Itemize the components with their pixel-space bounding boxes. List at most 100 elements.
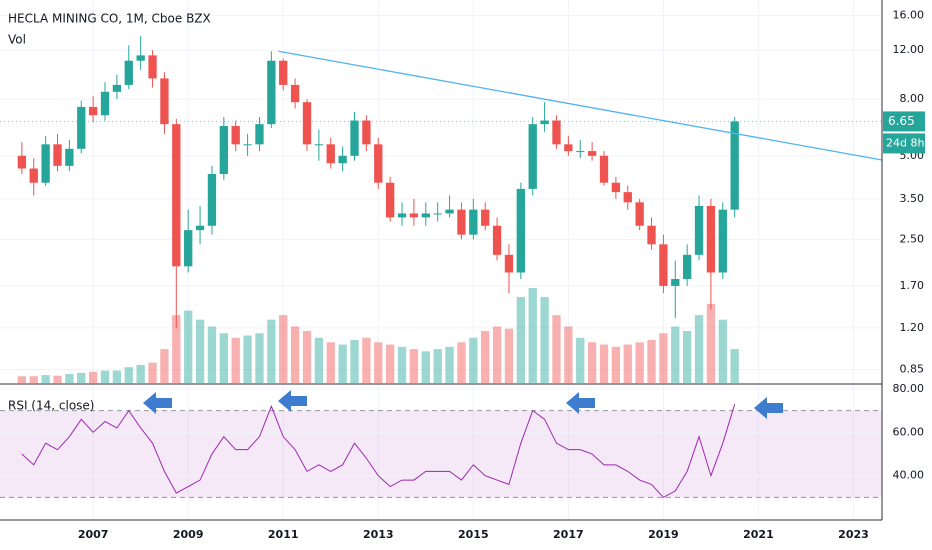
volume-bar bbox=[409, 349, 419, 383]
candle-body bbox=[552, 120, 561, 145]
candle-body bbox=[611, 182, 621, 193]
candle-body bbox=[683, 254, 692, 280]
candle-body bbox=[504, 254, 514, 273]
volume-bar bbox=[112, 370, 122, 383]
candle-body bbox=[718, 209, 727, 273]
candle-body bbox=[302, 102, 312, 145]
y-tick-label: 12.00 bbox=[893, 43, 925, 56]
candle-body bbox=[433, 213, 442, 215]
volume-bar bbox=[350, 340, 359, 383]
volume-bar bbox=[469, 337, 478, 383]
volume-bar bbox=[338, 344, 347, 383]
candle-body bbox=[385, 182, 395, 218]
candle-body bbox=[469, 209, 478, 235]
volume-bar bbox=[88, 371, 98, 383]
volume-bar bbox=[683, 330, 692, 383]
candle-body bbox=[338, 155, 347, 164]
volume-bar bbox=[77, 372, 86, 383]
candle-body bbox=[659, 244, 668, 286]
rsi-band bbox=[0, 410, 882, 498]
candle-body bbox=[397, 213, 407, 218]
volume-bar bbox=[290, 326, 300, 383]
volume-bar bbox=[552, 315, 561, 383]
rsi-label: RSI (14, close) bbox=[8, 399, 94, 413]
volume-bar bbox=[148, 362, 157, 383]
volume-bar bbox=[540, 297, 549, 383]
candle-body bbox=[671, 279, 680, 286]
candle-body bbox=[409, 213, 419, 218]
x-tick-label: 2021 bbox=[743, 528, 774, 541]
volume-bar bbox=[659, 333, 668, 383]
candle-body bbox=[457, 209, 466, 235]
arrow bbox=[143, 392, 172, 414]
candle-body bbox=[730, 121, 739, 210]
volume-bar bbox=[528, 288, 537, 383]
volume-bar bbox=[17, 376, 27, 383]
volume-bar bbox=[255, 333, 264, 383]
volume-bar bbox=[671, 326, 680, 383]
candle-body bbox=[635, 202, 644, 226]
candle-body bbox=[623, 192, 632, 203]
x-tick-label: 2009 bbox=[173, 528, 204, 541]
candle-body bbox=[29, 168, 38, 183]
volume-bar bbox=[53, 375, 62, 383]
countdown-tag bbox=[883, 133, 925, 154]
volume-bar bbox=[433, 349, 442, 383]
overlay: 0.851.201.702.503.505.008.0012.0016.0020… bbox=[0, 9, 925, 541]
volume-bar bbox=[41, 375, 50, 383]
x-tick-label: 2023 bbox=[838, 528, 869, 541]
volume-bar bbox=[421, 351, 430, 383]
candle-body bbox=[599, 155, 609, 183]
y-tick-label: 8.00 bbox=[900, 92, 925, 105]
volume-bar bbox=[635, 342, 644, 383]
x-tick-label: 2007 bbox=[78, 528, 109, 541]
y-tick-label: 3.50 bbox=[900, 192, 925, 205]
last-price-tag bbox=[883, 111, 925, 132]
candle-body bbox=[207, 173, 217, 226]
volume-bar bbox=[397, 346, 407, 383]
x-tick-label: 2013 bbox=[363, 528, 394, 541]
candle-body bbox=[243, 144, 252, 146]
volume-bar bbox=[243, 335, 252, 383]
candle-body bbox=[231, 126, 240, 145]
candle-body bbox=[516, 188, 525, 273]
countdown-label: 24d 8h bbox=[886, 136, 924, 149]
volume-bar bbox=[385, 344, 395, 383]
volume-bar bbox=[481, 330, 490, 383]
candle-body bbox=[540, 120, 549, 125]
candle-body bbox=[100, 91, 110, 116]
candle-body bbox=[492, 225, 502, 255]
candle-body bbox=[136, 55, 145, 61]
volume-bar bbox=[576, 337, 585, 383]
candle-body bbox=[184, 230, 193, 267]
chart-title: HECLA MINING CO, 1M, Cboe BZX bbox=[8, 12, 211, 26]
volume-bar bbox=[231, 337, 240, 383]
candle-body bbox=[112, 84, 122, 92]
volume-bar bbox=[100, 370, 110, 383]
candle-body bbox=[445, 209, 454, 214]
candle-body bbox=[148, 55, 157, 79]
volume-bar bbox=[718, 319, 727, 383]
x-tick-label: 2017 bbox=[553, 528, 584, 541]
candle-body bbox=[421, 213, 430, 218]
y-tick-label: 16.00 bbox=[893, 9, 925, 22]
y-tick-label: 1.20 bbox=[900, 321, 925, 334]
volume-bar bbox=[326, 342, 335, 383]
volume-label: Vol bbox=[8, 33, 26, 47]
volume-bar bbox=[374, 342, 383, 383]
volume-bar bbox=[611, 346, 621, 383]
candle-body bbox=[65, 148, 74, 166]
volume-bar bbox=[623, 344, 632, 383]
arrow bbox=[754, 397, 783, 419]
candle-body bbox=[564, 144, 573, 152]
candle-body bbox=[172, 124, 181, 267]
candle-body bbox=[350, 120, 359, 156]
volume-bar bbox=[279, 315, 288, 383]
volume-bar bbox=[694, 315, 704, 383]
volume-bar bbox=[457, 342, 466, 383]
x-tick-label: 2019 bbox=[648, 528, 679, 541]
volume-bar bbox=[160, 349, 169, 383]
x-tick-label: 2015 bbox=[458, 528, 489, 541]
volume-bar bbox=[207, 326, 217, 383]
